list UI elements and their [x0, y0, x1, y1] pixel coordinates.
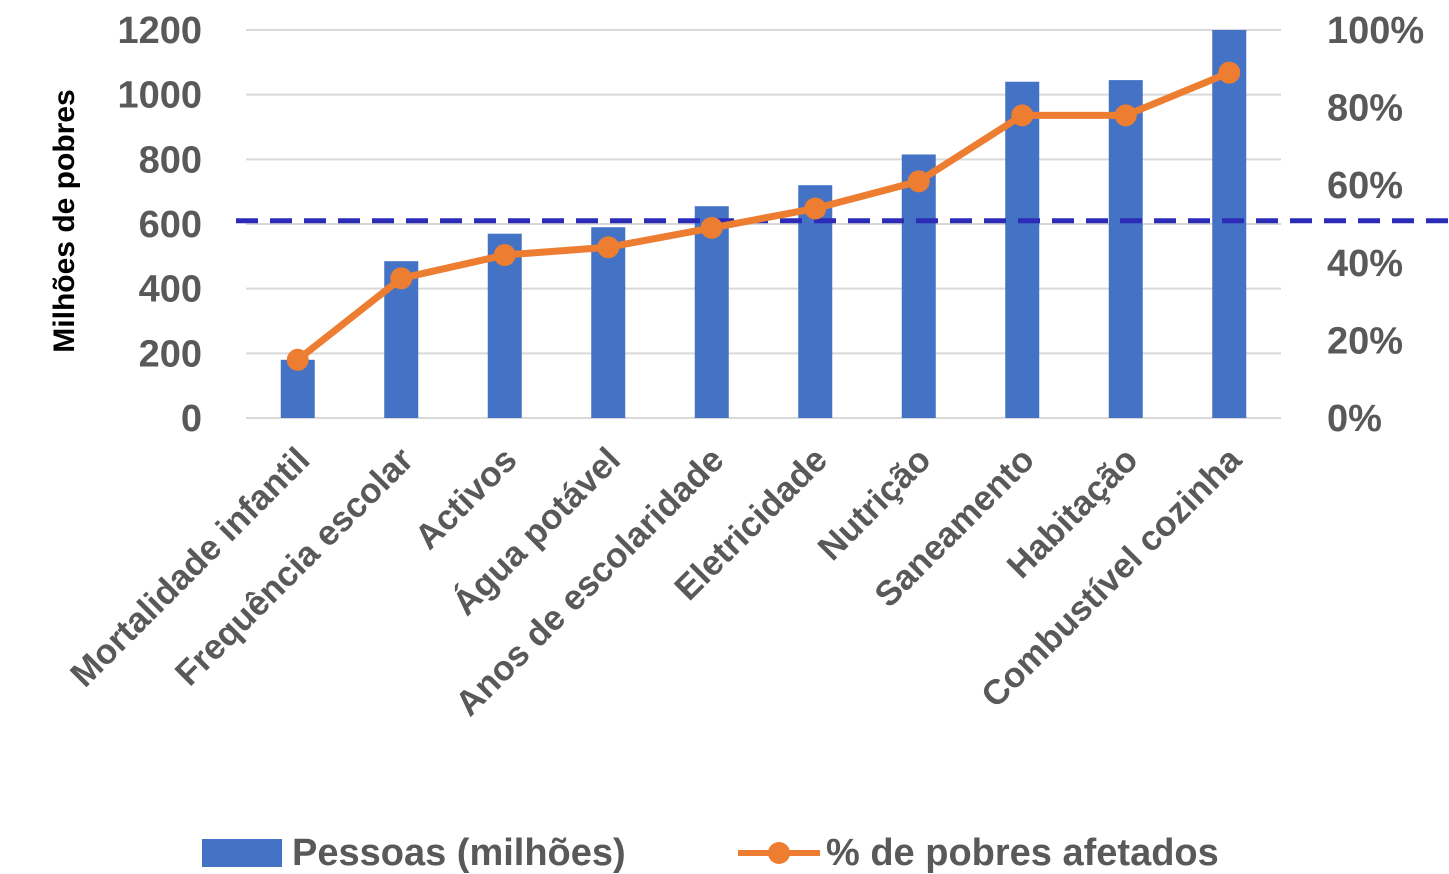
y2-tick-label: 60% [1327, 165, 1403, 207]
line-point [700, 216, 723, 239]
percent-line [286, 61, 1241, 371]
y2-tick-label: 40% [1327, 243, 1403, 285]
y2-tick-label: 0% [1327, 398, 1382, 440]
y-tick-label: 0 [181, 398, 202, 440]
line-point [390, 267, 413, 290]
line-point [1114, 104, 1137, 127]
line-point [597, 236, 620, 259]
y2-tick-label: 100% [1327, 10, 1424, 52]
legend-label-bars: Pessoas (milhões) [292, 832, 626, 874]
y-tick-label: 400 [139, 269, 202, 311]
line-point [804, 197, 827, 220]
bar [694, 206, 729, 418]
bar [901, 154, 936, 418]
y-tick-label: 1000 [117, 75, 202, 117]
y-axis-left: 0 200 400 600 800 1000 1200 [117, 10, 202, 440]
series-line [294, 69, 1233, 364]
y-axis-title: Milhões de pobres [48, 89, 81, 352]
line-point [1011, 104, 1034, 127]
line-point [1218, 61, 1241, 84]
y-tick-label: 200 [139, 333, 202, 375]
line-point [907, 170, 930, 193]
grid [246, 29, 1281, 419]
y-axis-right: 0% 20% 40% 60% 80% 100% [1327, 10, 1424, 440]
y-tick-label: 600 [139, 204, 202, 246]
y-tick-label: 800 [139, 139, 202, 181]
legend: Pessoas (milhões) % de pobres afetados [202, 832, 1219, 874]
bar [798, 185, 833, 418]
y2-tick-label: 20% [1327, 320, 1403, 362]
legend-swatch-marker [768, 842, 790, 864]
y2-tick-label: 80% [1327, 88, 1403, 130]
legend-swatch-bars [202, 839, 282, 867]
y-tick-label: 1200 [117, 10, 202, 52]
bar [1212, 30, 1247, 418]
bar [1108, 80, 1143, 418]
bar [591, 227, 626, 418]
line-point [286, 348, 309, 371]
legend-label-line: % de pobres afetados [826, 832, 1219, 874]
line-point [493, 244, 516, 267]
bar [1005, 81, 1040, 418]
